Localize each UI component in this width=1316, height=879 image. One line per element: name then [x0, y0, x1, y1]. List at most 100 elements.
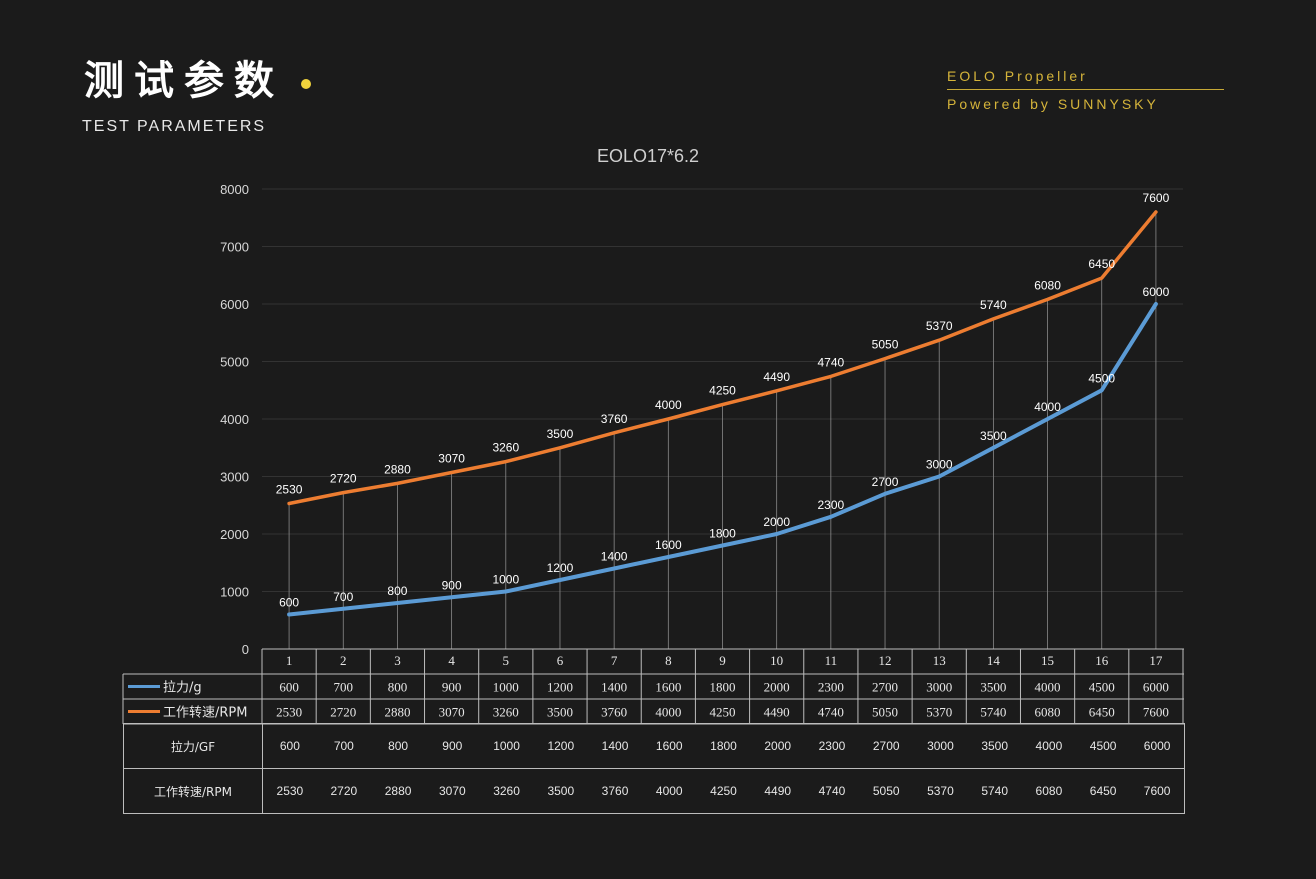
- table-cell: 3260: [479, 768, 534, 814]
- y-tick-label: 8000: [220, 182, 249, 197]
- table-cell: 3500: [967, 723, 1022, 769]
- data-label-rpm: 3070: [438, 451, 465, 465]
- table-cell: 600: [262, 723, 317, 769]
- x-tick-label: 5: [503, 653, 510, 668]
- table-cell: 2720: [316, 768, 371, 814]
- table-cell-value: 4000: [655, 705, 681, 720]
- data-label-thrust: 1200: [547, 561, 574, 575]
- data-label-rpm: 2720: [330, 472, 357, 486]
- data-label-rpm: 7600: [1143, 191, 1170, 205]
- table-cell: 700: [316, 723, 371, 769]
- data-label-rpm: 3500: [547, 427, 574, 441]
- x-tick-label: 14: [987, 653, 1001, 668]
- table-cell-value: 2720: [330, 705, 356, 720]
- table-cell: 4500: [1076, 723, 1131, 769]
- data-label-rpm: 4740: [818, 355, 845, 369]
- legend-label-rpm: 工作转速/RPM: [163, 706, 247, 721]
- y-tick-label: 6000: [220, 297, 249, 312]
- table-cell: 4000: [1021, 723, 1077, 769]
- table-cell: 4490: [750, 768, 805, 814]
- table-cell: 4000: [642, 768, 697, 814]
- row-header-thrust: 拉力/GF: [123, 723, 263, 769]
- data-label-thrust: 2300: [818, 498, 845, 512]
- data-label-rpm: 4490: [763, 370, 790, 384]
- table-cell: 900: [425, 723, 480, 769]
- data-label-thrust: 4000: [1034, 400, 1061, 414]
- table-row-rpm: 工作转速/RPM 2530 2720 2880 3070 3260 3500 3…: [123, 768, 1186, 814]
- table-cell-value: 3500: [980, 680, 1006, 695]
- table-cell: 800: [370, 723, 426, 769]
- data-label-rpm: 4000: [655, 398, 682, 412]
- table-cell: 5370: [913, 768, 968, 814]
- data-label-rpm: 5050: [872, 338, 899, 352]
- table-cell-value: 6450: [1089, 705, 1115, 720]
- x-tick-label: 15: [1041, 653, 1054, 668]
- x-tick-label: 12: [879, 653, 892, 668]
- table-cell: 6450: [1076, 768, 1131, 814]
- data-label-rpm: 4250: [709, 384, 736, 398]
- page-title: 测试参数: [84, 58, 284, 104]
- table-cell: 1200: [533, 723, 588, 769]
- table-cell: 1600: [642, 723, 697, 769]
- table-cell: 7600: [1130, 768, 1186, 814]
- data-label-thrust: 1400: [601, 550, 628, 564]
- table-cell-value: 4500: [1089, 680, 1115, 695]
- y-tick-label: 7000: [220, 240, 249, 255]
- data-label-rpm: 6080: [1034, 278, 1061, 292]
- table-cell-value: 3070: [439, 705, 465, 720]
- data-label-rpm: 5370: [926, 319, 953, 333]
- table-cell-value: 2700: [872, 680, 898, 695]
- table-cell-value: 5050: [872, 705, 898, 720]
- x-tick-label: 4: [448, 653, 455, 668]
- x-tick-label: 16: [1095, 653, 1109, 668]
- table-cell-value: 1000: [493, 680, 519, 695]
- table-cell-value: 1800: [710, 680, 736, 695]
- data-label-rpm: 6450: [1088, 257, 1115, 271]
- table-cell: 3000: [913, 723, 968, 769]
- table-cell: 2530: [262, 768, 317, 814]
- table-cell: 2880: [370, 768, 426, 814]
- series-line-thrust: [287, 302, 1158, 617]
- table-cell-value: 4740: [818, 705, 844, 720]
- table-cell-value: 3500: [547, 705, 573, 720]
- y-tick-label: 0: [242, 642, 249, 657]
- table-cell-value: 3260: [493, 705, 519, 720]
- table-cell: 3760: [587, 768, 643, 814]
- table-cell: 6000: [1130, 723, 1186, 769]
- table-cell-value: 900: [442, 680, 462, 695]
- data-label-thrust: 2700: [872, 475, 899, 489]
- data-label-thrust: 600: [279, 596, 299, 610]
- table-cell-value: 5370: [926, 705, 952, 720]
- y-tick-label: 3000: [220, 470, 249, 485]
- table-cell-value: 2000: [764, 680, 790, 695]
- data-table: 拉力/GF 600 700 800 900 1000 1200 1400 160…: [123, 723, 1186, 814]
- table-cell-value: 3760: [601, 705, 627, 720]
- table-cell-value: 4000: [1035, 680, 1061, 695]
- table-cell-value: 800: [388, 680, 408, 695]
- chart-title: EOLO17*6.2: [597, 146, 699, 166]
- brand-divider: [947, 89, 1224, 90]
- y-tick-label: 4000: [220, 412, 249, 427]
- data-label-rpm: 3760: [601, 412, 628, 426]
- table-cell-value: 1400: [601, 680, 627, 695]
- x-tick-label: 1: [286, 653, 293, 668]
- x-tick-label: 3: [394, 653, 401, 668]
- x-tick-label: 11: [825, 653, 838, 668]
- data-label-thrust: 900: [442, 578, 462, 592]
- table-cell: 5050: [859, 768, 914, 814]
- x-tick-label: 17: [1149, 653, 1163, 668]
- y-tick-label: 5000: [220, 355, 249, 370]
- table-cell-value: 3000: [926, 680, 952, 695]
- data-label-thrust: 1000: [492, 573, 519, 587]
- table-cell: 2000: [750, 723, 805, 769]
- x-tick-label: 2: [340, 653, 347, 668]
- table-cell-value: 2300: [818, 680, 844, 695]
- table-cell-value: 4250: [710, 705, 736, 720]
- table-cell: 2300: [804, 723, 860, 769]
- table-cell: 4250: [696, 768, 751, 814]
- data-label-thrust: 3500: [980, 429, 1007, 443]
- data-label-rpm: 2530: [276, 483, 303, 497]
- x-tick-label: 6: [557, 653, 564, 668]
- y-tick-label: 1000: [220, 585, 249, 600]
- y-tick-label: 2000: [220, 527, 249, 542]
